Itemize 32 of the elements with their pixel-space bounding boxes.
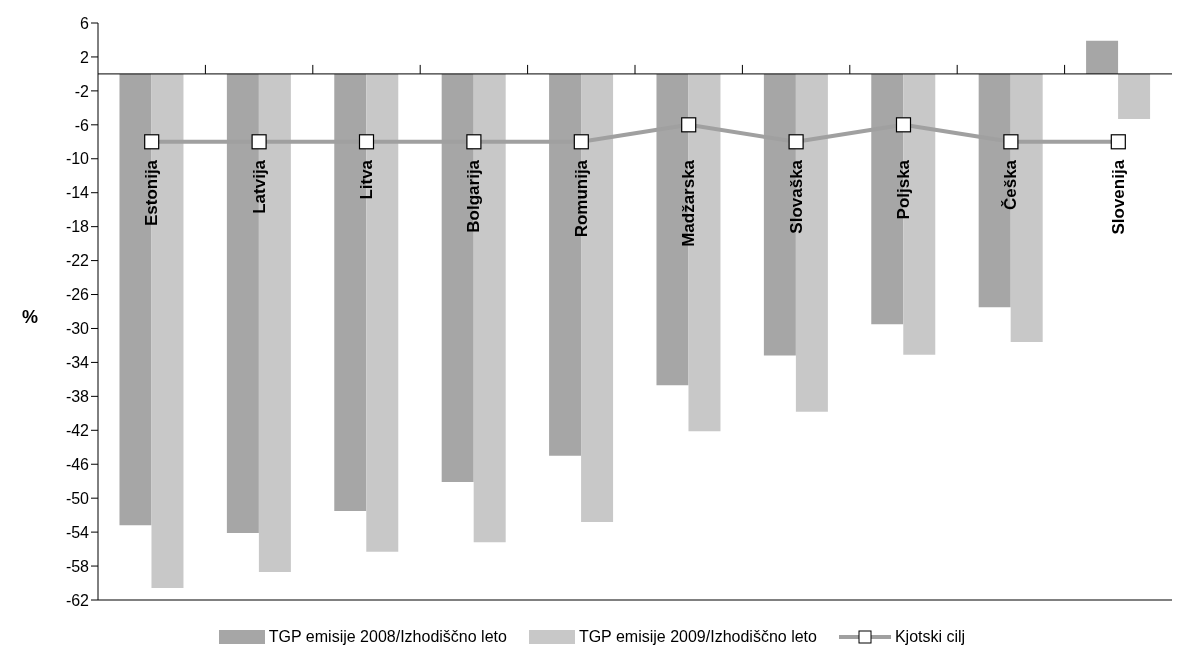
x-tick-label: Litva: [357, 159, 376, 200]
y-tick-label: -50: [65, 489, 90, 507]
x-tick-label: Češka: [1001, 159, 1021, 211]
y-tick-label: -54: [65, 523, 90, 541]
y-tick-label: -10: [65, 150, 90, 168]
legend-label: TGP emisije 2008/Izhodiščno leto: [268, 628, 507, 646]
y-tick-label: -14: [65, 184, 90, 202]
y-tick-label: -58: [65, 557, 90, 575]
x-tick-label: Madžarska: [679, 159, 699, 247]
x-tick-label: Slovaška: [786, 159, 806, 234]
y-tick-label: -18: [65, 218, 90, 236]
legend-label: TGP emisije 2009/Izhodiščno leto: [578, 628, 817, 646]
y-tick-label: -26: [65, 286, 90, 304]
y-tick-label: -62: [65, 591, 90, 609]
y-tick-label: -34: [65, 354, 90, 372]
y-tick-label: 6: [80, 14, 90, 32]
y-tick-label: -2: [74, 82, 90, 100]
x-tick-label: Bolgarija: [464, 159, 484, 233]
x-tick-label: Romunija: [571, 159, 591, 238]
x-tick-label: Slovenija: [1108, 159, 1128, 235]
y-tick-label: 2: [80, 48, 90, 66]
y-tick-label: -22: [65, 252, 90, 270]
y-tick-label: -30: [65, 320, 90, 338]
x-tick-label: Latvija: [249, 159, 269, 214]
x-tick-label: Estonija: [142, 159, 162, 227]
y-tick-label: -42: [65, 421, 90, 439]
y-axis-title: %: [22, 306, 39, 328]
x-tick-label: Poljska: [894, 159, 913, 220]
legend-label: Kjotski cilj: [894, 628, 966, 646]
y-tick-label: -6: [74, 116, 90, 134]
y-tick-label: -38: [65, 388, 90, 406]
y-tick-label: -46: [65, 455, 90, 473]
